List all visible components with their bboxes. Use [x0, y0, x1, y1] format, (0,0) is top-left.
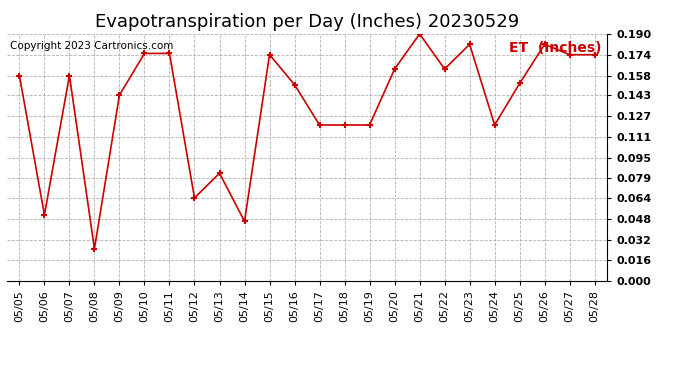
Text: Copyright 2023 Cartronics.com: Copyright 2023 Cartronics.com: [10, 41, 173, 51]
Title: Evapotranspiration per Day (Inches) 20230529: Evapotranspiration per Day (Inches) 2023…: [95, 13, 519, 31]
Text: ET  (Inches): ET (Inches): [509, 41, 601, 55]
